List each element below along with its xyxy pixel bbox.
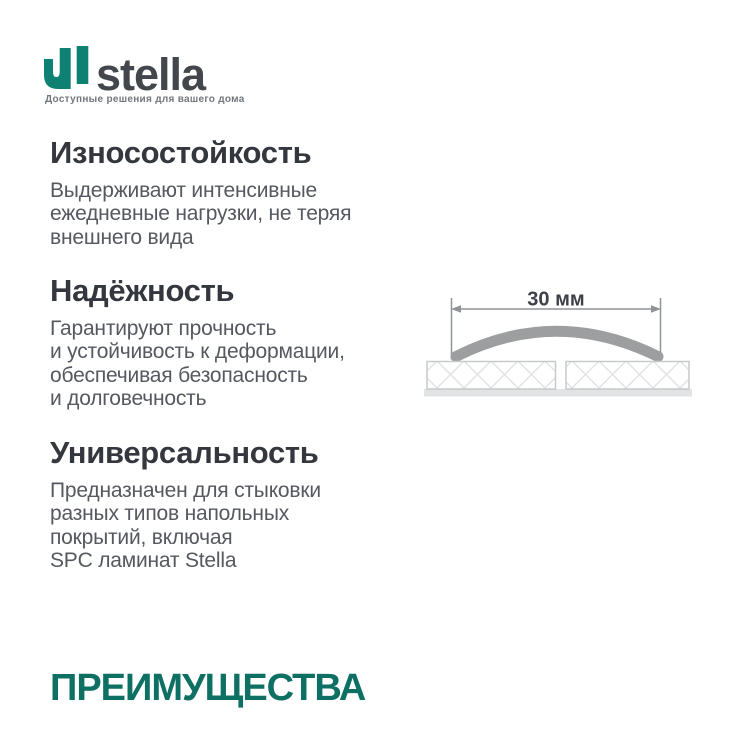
arrowhead-right-icon (651, 305, 661, 313)
feature-description: Гарантируют прочность и устойчивость к д… (50, 317, 345, 411)
feature-section-durability: Износостойкость Выдерживают интенсивные … (50, 137, 420, 249)
subfloor-strip (424, 389, 692, 397)
profile-dimension-diagram: 30 мм (424, 289, 692, 397)
logo-bar (76, 46, 89, 84)
stella-logo-icon (44, 46, 89, 89)
threshold-profile-curve (450, 325, 664, 362)
feature-description: Предназначен для стыковки разных типов н… (50, 479, 321, 573)
feature-heading: Надёжность (50, 273, 235, 308)
arrowhead-left-icon (451, 305, 461, 313)
page-title-advantages: ПРЕИМУЩЕСТВА (50, 667, 366, 709)
logo: stella Доступные решения для вашего дома (44, 46, 245, 105)
feature-section-reliability: Надёжность Гарантируют прочность и устой… (50, 275, 420, 411)
logo-u-shape (44, 48, 71, 89)
brand-tagline: Доступные решения для вашего дома (45, 94, 245, 105)
brand-name: stella (96, 49, 206, 100)
floor-panel-right (565, 360, 690, 390)
feature-description: Выдерживают интенсивные ежедневные нагру… (50, 179, 352, 249)
feature-heading: Универсальность (50, 435, 319, 470)
feature-heading: Износостойкость (50, 135, 312, 170)
dimension-label: 30 мм (527, 289, 584, 311)
feature-section-versatility: Универсальность Предназначен для стыковк… (50, 437, 420, 573)
floor-panel-left (426, 360, 557, 390)
